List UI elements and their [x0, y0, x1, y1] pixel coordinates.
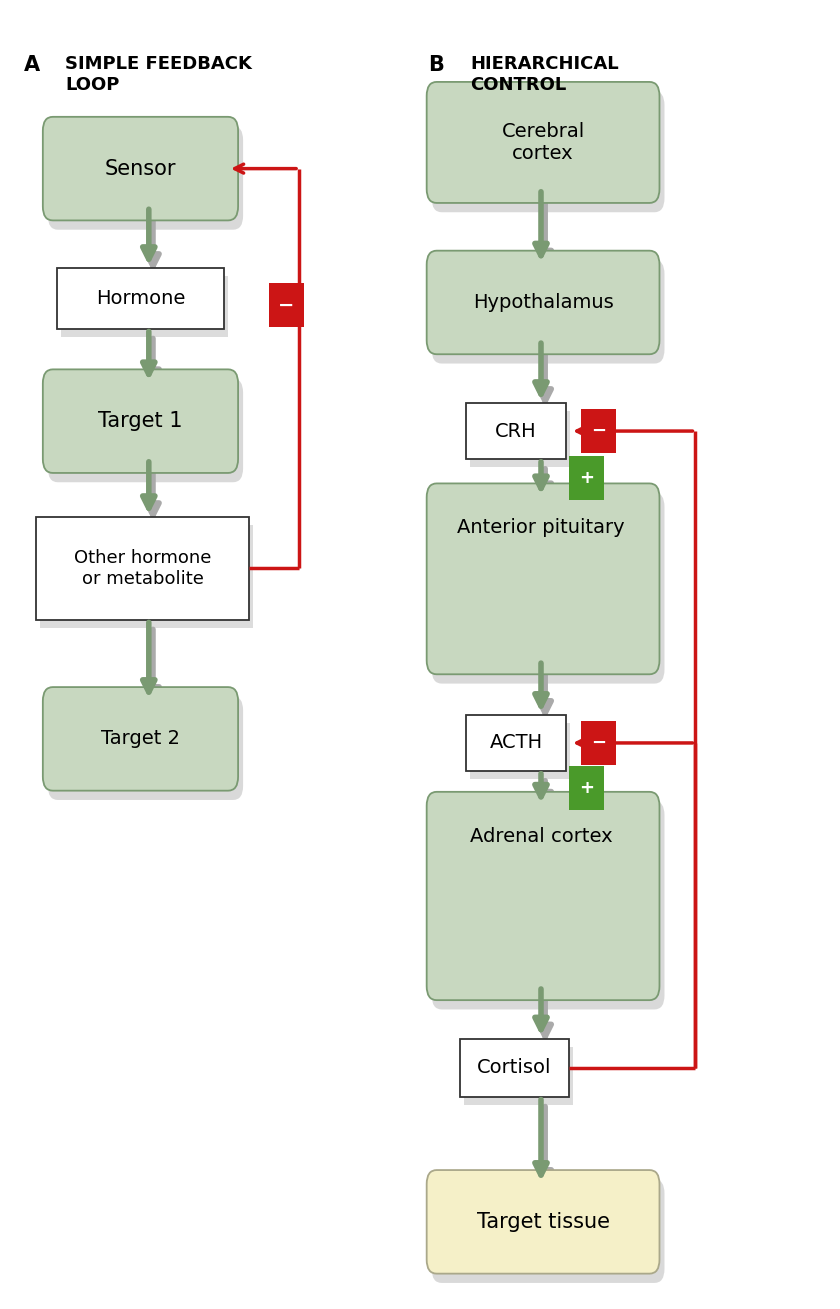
- FancyBboxPatch shape: [269, 283, 304, 327]
- FancyBboxPatch shape: [36, 517, 249, 619]
- FancyBboxPatch shape: [581, 721, 616, 764]
- FancyBboxPatch shape: [427, 1170, 659, 1274]
- FancyBboxPatch shape: [432, 260, 664, 364]
- Text: B: B: [428, 55, 444, 75]
- Text: −: −: [591, 734, 606, 751]
- Text: +: +: [580, 779, 595, 797]
- Text: −: −: [278, 296, 295, 315]
- FancyBboxPatch shape: [432, 492, 664, 683]
- FancyBboxPatch shape: [427, 483, 659, 674]
- Text: +: +: [580, 469, 595, 487]
- FancyBboxPatch shape: [40, 525, 253, 628]
- Text: Sensor: Sensor: [105, 158, 176, 178]
- Text: Hormone: Hormone: [96, 289, 185, 308]
- Text: Other hormone
or metabolite: Other hormone or metabolite: [74, 548, 211, 588]
- FancyBboxPatch shape: [48, 378, 243, 482]
- FancyBboxPatch shape: [43, 687, 238, 791]
- FancyBboxPatch shape: [460, 1038, 569, 1097]
- FancyBboxPatch shape: [43, 117, 238, 220]
- Text: −: −: [591, 421, 606, 440]
- Text: Anterior pituitary: Anterior pituitary: [457, 518, 625, 537]
- Text: A: A: [24, 55, 39, 75]
- FancyBboxPatch shape: [466, 715, 566, 771]
- Text: Cerebral
cortex: Cerebral cortex: [501, 122, 585, 162]
- FancyBboxPatch shape: [465, 1047, 573, 1105]
- FancyBboxPatch shape: [570, 456, 605, 500]
- FancyBboxPatch shape: [432, 92, 664, 212]
- Text: SIMPLE FEEDBACK
LOOP: SIMPLE FEEDBACK LOOP: [66, 55, 252, 94]
- FancyBboxPatch shape: [57, 268, 224, 329]
- FancyBboxPatch shape: [48, 126, 243, 229]
- FancyBboxPatch shape: [48, 696, 243, 800]
- FancyBboxPatch shape: [61, 276, 228, 336]
- FancyBboxPatch shape: [427, 250, 659, 355]
- FancyBboxPatch shape: [43, 369, 238, 473]
- FancyBboxPatch shape: [432, 801, 664, 1009]
- FancyBboxPatch shape: [470, 723, 570, 779]
- Text: HIERARCHICAL
CONTROL: HIERARCHICAL CONTROL: [470, 55, 619, 94]
- FancyBboxPatch shape: [581, 408, 616, 453]
- FancyBboxPatch shape: [466, 403, 566, 459]
- Text: Adrenal cortex: Adrenal cortex: [470, 827, 612, 846]
- FancyBboxPatch shape: [570, 766, 605, 810]
- Text: CRH: CRH: [495, 421, 537, 441]
- Text: Hypothalamus: Hypothalamus: [473, 293, 613, 312]
- FancyBboxPatch shape: [432, 1179, 664, 1283]
- FancyBboxPatch shape: [427, 792, 659, 1000]
- Text: Cortisol: Cortisol: [477, 1058, 552, 1077]
- Text: ACTH: ACTH: [490, 733, 543, 753]
- Text: Target 2: Target 2: [101, 729, 180, 749]
- Text: Target tissue: Target tissue: [476, 1212, 610, 1232]
- Text: Target 1: Target 1: [98, 411, 183, 431]
- FancyBboxPatch shape: [427, 82, 659, 203]
- FancyBboxPatch shape: [470, 411, 570, 467]
